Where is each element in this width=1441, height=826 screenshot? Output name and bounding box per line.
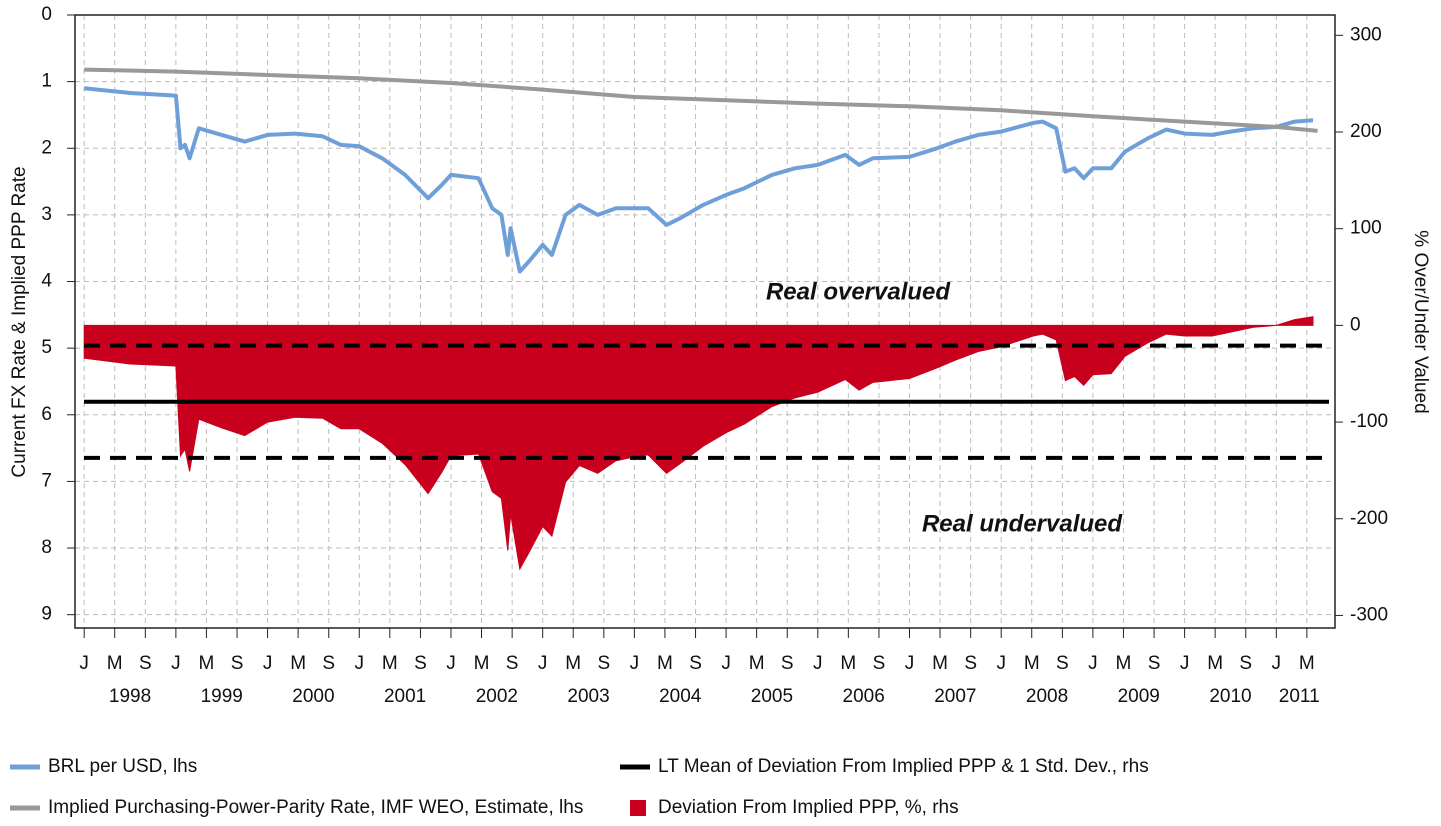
x-tick-label: J: [1088, 653, 1098, 674]
year-label: 2007: [934, 686, 976, 707]
x-tick-label: J: [538, 653, 548, 674]
year-label: 1999: [201, 686, 243, 707]
year-label: 1998: [109, 686, 151, 707]
x-tick-label: S: [781, 653, 794, 674]
x-tick-label: S: [1148, 653, 1161, 674]
year-label: 2003: [567, 686, 609, 707]
x-tick-label: M: [382, 653, 398, 674]
x-tick-label: M: [565, 653, 581, 674]
y-tick-label: 6: [41, 404, 52, 425]
x-tick-label: M: [107, 653, 123, 674]
x-tick-label: S: [873, 653, 886, 674]
x-tick-label: J: [355, 653, 365, 674]
annotation: Real undervalued: [922, 510, 1123, 537]
x-tick-label: M: [290, 653, 306, 674]
x-tick-label: J: [446, 653, 456, 674]
y2-tick-label: 0: [1350, 314, 1361, 335]
y2-tick-label: 200: [1350, 121, 1382, 142]
x-tick-label: J: [630, 653, 640, 674]
x-tick-label: M: [474, 653, 490, 674]
year-label: 2002: [476, 686, 518, 707]
x-tick-label: J: [1272, 653, 1282, 674]
x-tick-label: J: [79, 653, 89, 674]
year-label: 2009: [1118, 686, 1160, 707]
x-tick-label: S: [964, 653, 977, 674]
y2-tick-label: 100: [1350, 218, 1382, 239]
y-tick-label: 0: [41, 4, 52, 25]
x-tick-label: M: [840, 653, 856, 674]
year-label: 2008: [1026, 686, 1068, 707]
x-tick-label: M: [198, 653, 214, 674]
deviation-area: [83, 316, 1314, 571]
y2-tick-label: -300: [1350, 604, 1388, 625]
x-tick-label: J: [721, 653, 731, 674]
x-tick-label: S: [231, 653, 244, 674]
y-tick-label: 5: [41, 337, 52, 358]
x-tick-label: M: [932, 653, 948, 674]
x-tick-label: M: [1024, 653, 1040, 674]
y-tick-label: 9: [41, 604, 52, 625]
x-tick-label: S: [1239, 653, 1252, 674]
x-tick-label: J: [171, 653, 181, 674]
y-tick-label: 7: [41, 470, 52, 491]
x-tick-label: J: [1180, 653, 1190, 674]
y-axis-label: Current FX Rate & Implied PPP Rate: [9, 166, 30, 477]
y-tick-label: 2: [41, 137, 52, 158]
x-tick-label: M: [1207, 653, 1223, 674]
legend-label: Implied Purchasing-Power-Parity Rate, IM…: [48, 797, 583, 818]
year-label: 2006: [843, 686, 885, 707]
x-tick-label: S: [689, 653, 702, 674]
year-label: 2011: [1279, 686, 1320, 707]
x-tick-label: M: [1299, 653, 1315, 674]
x-tick-label: M: [1116, 653, 1132, 674]
x-tick-label: J: [263, 653, 273, 674]
x-tick-label: S: [506, 653, 519, 674]
y2-tick-label: -100: [1350, 411, 1388, 432]
year-label: 2005: [751, 686, 793, 707]
y2-tick-label: -200: [1350, 508, 1388, 529]
year-label: 2000: [292, 686, 334, 707]
x-tick-label: S: [1056, 653, 1069, 674]
x-tick-label: M: [657, 653, 673, 674]
series-line: [83, 86, 1314, 274]
x-tick-label: J: [905, 653, 915, 674]
legend-label: LT Mean of Deviation From Implied PPP & …: [658, 756, 1149, 777]
y2-axis-label: % Over/Under Valued: [1410, 230, 1431, 413]
year-label: 2010: [1209, 686, 1251, 707]
legend-swatch: [630, 800, 646, 816]
x-tick-label: M: [749, 653, 765, 674]
x-tick-label: J: [813, 653, 823, 674]
y-tick-label: 8: [41, 537, 52, 558]
y2-tick-label: 300: [1350, 24, 1382, 45]
year-label: 2004: [659, 686, 702, 707]
y-tick-label: 4: [41, 271, 52, 292]
x-tick-label: S: [414, 653, 427, 674]
x-tick-label: S: [598, 653, 611, 674]
annotation: Real overvalued: [766, 278, 951, 305]
legend-label: Deviation From Implied PPP, %, rhs: [658, 797, 959, 818]
x-tick-label: S: [322, 653, 335, 674]
y-tick-label: 3: [41, 204, 52, 225]
x-tick-label: S: [139, 653, 152, 674]
legend: BRL per USD, lhs Implied Purchasing-Power…: [10, 756, 1149, 818]
plot-frame: [74, 14, 1336, 629]
x-tick-label: J: [996, 653, 1006, 674]
y-tick-label: 1: [41, 71, 52, 92]
marks: [83, 67, 1329, 571]
legend-label: BRL per USD, lhs: [48, 756, 197, 777]
year-label: 2001: [384, 686, 426, 707]
series-line: [84, 67, 1318, 133]
